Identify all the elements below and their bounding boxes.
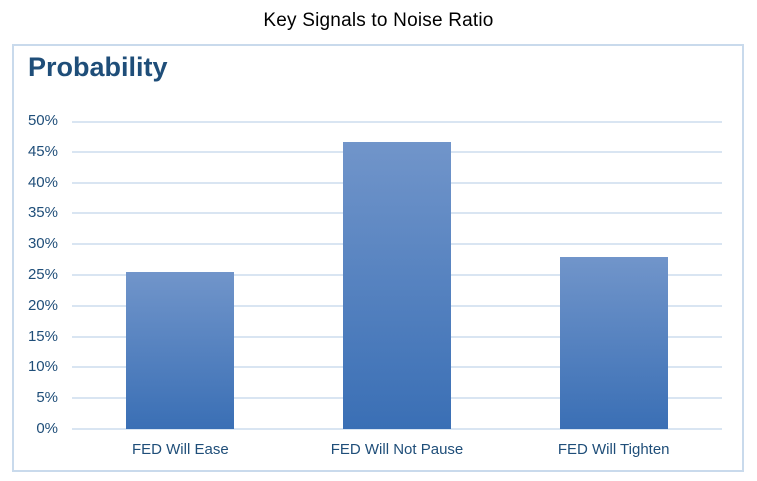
y-axis-tick-label: 35% — [27, 204, 58, 222]
plot-container: Probability 50% 45% 40% 35% 30% 25% 20% 15% 10% 5… — [12, 44, 744, 472]
y-axis-tick-label: 5% — [36, 389, 58, 407]
y-axis-tick-label: 25% — [27, 266, 58, 283]
y-axis-tick-label: 15% — [27, 327, 58, 345]
bar-fed-will-ease — [126, 271, 234, 429]
y-axis-tick-labels: 50% 45% 40% 35% 30% 25% 20% 15% 10% 5% 0% — [14, 112, 58, 437]
y-axis-tick-label: 30% — [27, 235, 58, 253]
y-axis-tick-label: 40% — [27, 173, 58, 191]
gridline — [72, 121, 722, 123]
x-axis-category-label: FED Will Not Pause — [330, 441, 464, 458]
y-axis-tick-label: 10% — [27, 358, 58, 376]
y-axis-tick-label: 45% — [27, 142, 58, 160]
bar-fed-will-tighten — [560, 257, 668, 429]
y-axis-tick-label: 20% — [27, 296, 58, 314]
chart-title: Key Signals to Noise Ratio — [263, 10, 494, 31]
gridline — [72, 428, 722, 430]
x-axis-category-label: FED Will Ease — [131, 441, 229, 458]
x-axis-category-labels: FED Will Ease FED Will Not Pause FED Will … — [72, 441, 722, 458]
plot-area — [72, 121, 722, 430]
y-axis-title: Probability — [28, 52, 168, 82]
y-axis-tick-label: 50% — [27, 112, 58, 129]
x-axis-category-label: FED Will Tighten — [557, 441, 670, 458]
bar-fed-will-not-pause — [343, 141, 451, 429]
y-axis-tick-label: 0% — [36, 420, 58, 437]
